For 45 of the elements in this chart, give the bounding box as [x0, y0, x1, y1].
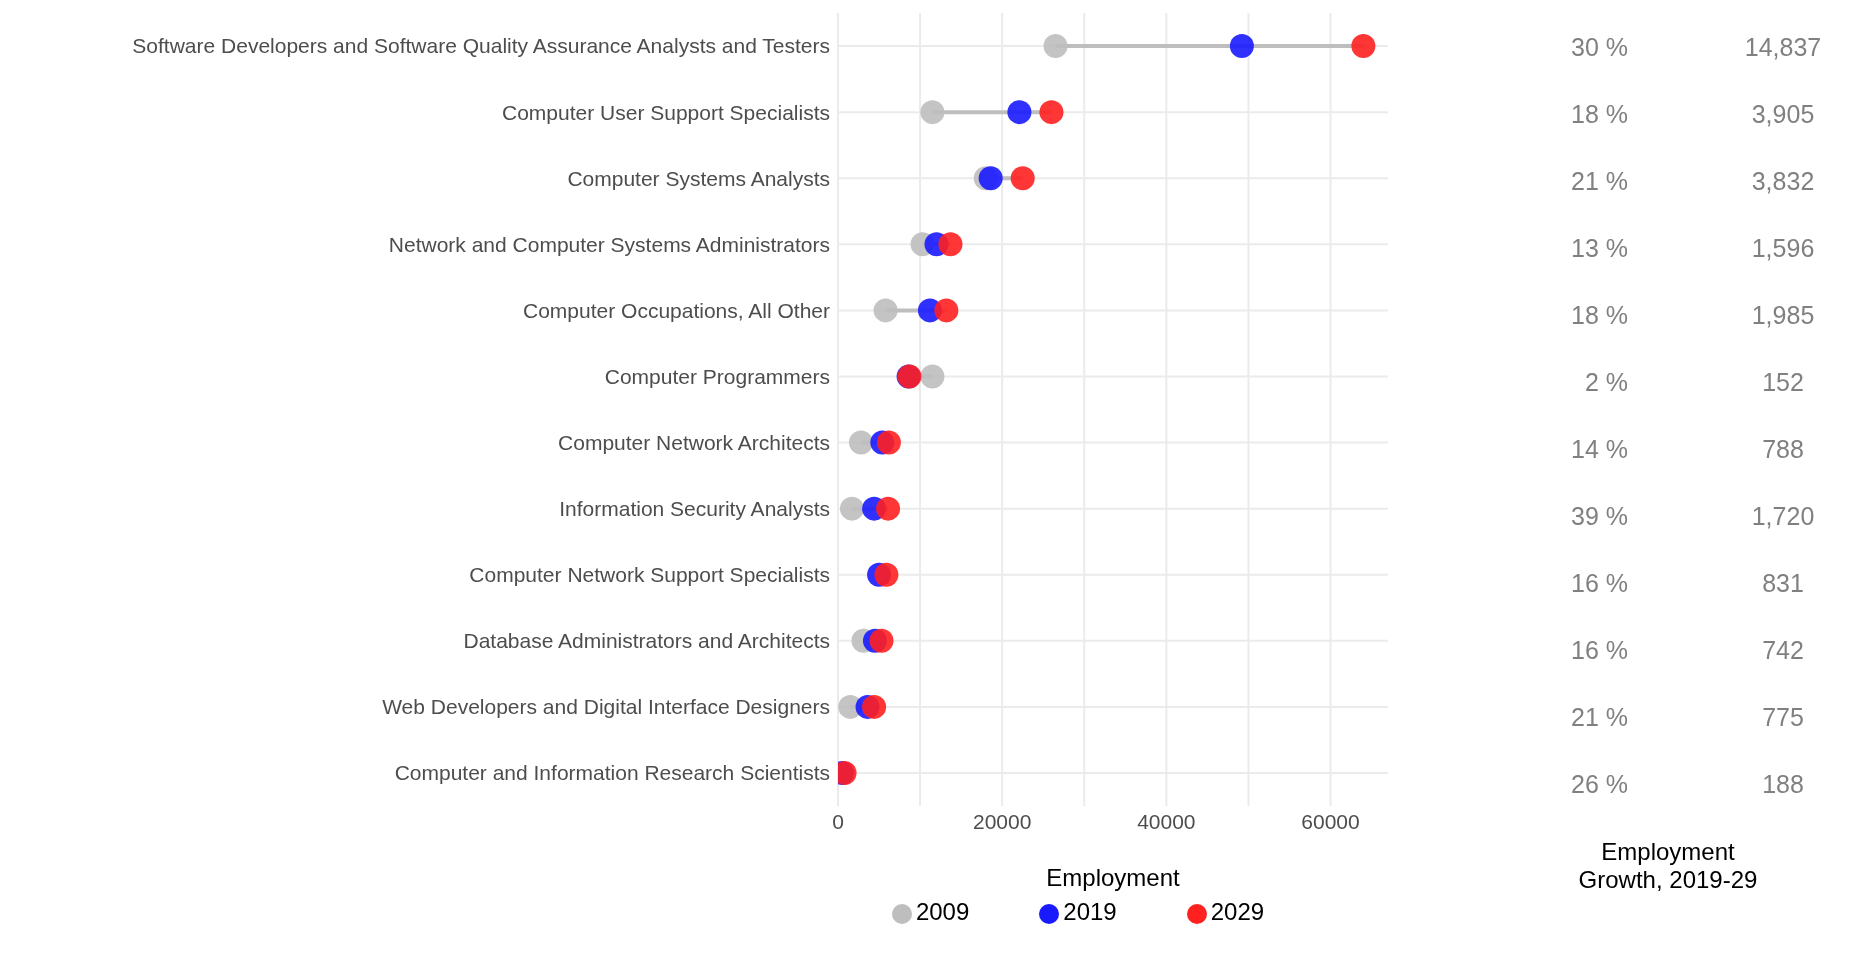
x-tick-label: 0	[832, 809, 844, 833]
y-tick-label: Computer Network Architects	[558, 431, 830, 454]
text: 1,985	[1750, 299, 1816, 330]
legend-label: 2019	[1063, 898, 1117, 925]
text: 1,720	[1750, 501, 1816, 532]
text: 831	[1761, 568, 1805, 599]
y-tick-label: Computer Occupations, All Other	[523, 298, 830, 322]
y-tick-label: Information Security Analysts	[559, 497, 830, 521]
text: 26 %	[1570, 769, 1628, 800]
y-tick-label: Computer Programmers	[604, 364, 830, 388]
text: 18 %	[1570, 299, 1628, 330]
text: 3,832	[1750, 165, 1816, 196]
text: 788	[1761, 434, 1805, 465]
x-tick-label: 20000	[972, 809, 1032, 833]
y-tick-label: Computer Systems Analysts	[567, 166, 830, 190]
y-tick-label: Web Developers and Digital Interface Designers	[382, 695, 830, 719]
text: 14,837	[1743, 31, 1823, 62]
text: 39 %	[1570, 501, 1628, 532]
y-tick-label: Network and Computer Systems Administrators	[388, 232, 830, 256]
text: Employment Growth, 2019-29	[1577, 838, 1759, 894]
text: 188	[1761, 769, 1805, 800]
x-axis-title: Employment	[1046, 864, 1181, 891]
x-tick-label: 60000	[1301, 809, 1360, 833]
y-tick-label: Computer User Support Specialists	[502, 100, 830, 124]
y-tick-label: Software Developers and Software Quality Assurance Analysts and Testers	[132, 34, 830, 58]
text: 3,905	[1750, 98, 1816, 129]
text: 1,596	[1750, 232, 1816, 263]
text: 16 %	[1570, 568, 1628, 599]
legend-label: 2029	[1210, 898, 1265, 925]
text: 18 %	[1570, 98, 1628, 129]
y-tick-label: Computer and Information Research Scientists	[394, 761, 830, 785]
x-tick-label: 40000	[1137, 809, 1196, 833]
y-tick-label: Database Administrators and Architects	[463, 629, 830, 653]
text: 21 %	[1570, 165, 1628, 196]
text: 30 %	[1570, 31, 1628, 62]
text: 14 %	[1570, 434, 1628, 465]
text: 16 %	[1570, 635, 1628, 666]
legend-label: 2009	[915, 898, 970, 925]
text: 2 %	[1583, 366, 1628, 397]
text: 775	[1761, 702, 1805, 733]
y-tick-label: Computer Network Support Specialists	[469, 563, 830, 587]
text: 152	[1761, 366, 1805, 397]
text: 13 %	[1570, 232, 1628, 263]
text: 21 %	[1570, 702, 1628, 733]
text: 742	[1761, 635, 1805, 666]
